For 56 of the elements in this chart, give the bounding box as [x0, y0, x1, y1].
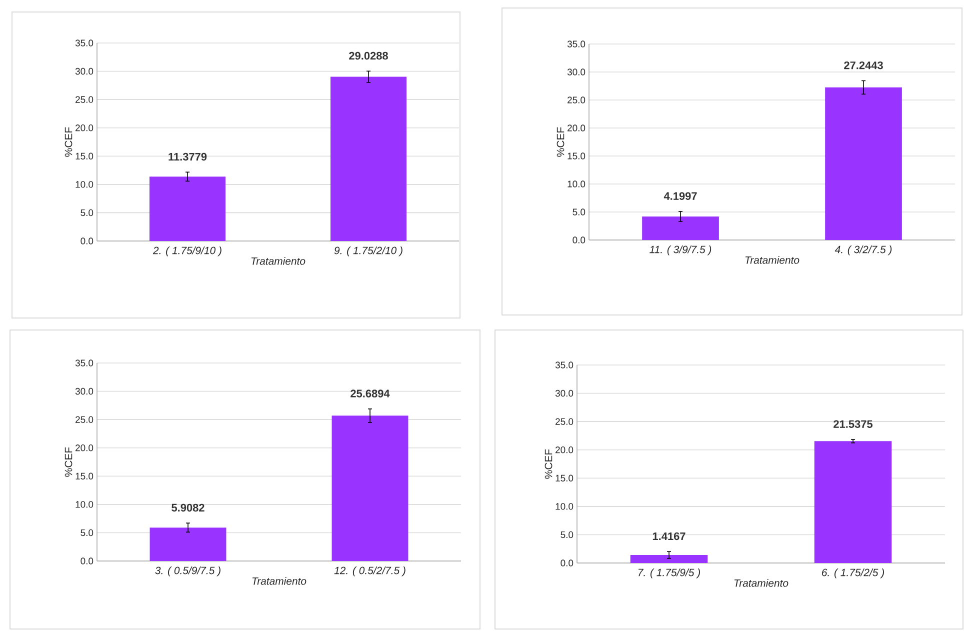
data-label: 29.0288 [349, 52, 388, 60]
y-tick-label: 5.0 [80, 529, 94, 536]
y-tick-label: 30.0 [75, 68, 94, 75]
x-tick-label: 11. ( 3/9/7.5 ) [650, 246, 712, 256]
y-axis-title: %CEF [64, 127, 72, 157]
x-tick-label: 9. ( 1.75/2/10 ) [334, 246, 402, 256]
y-tick-label: 15.0 [556, 474, 574, 482]
y-tick-label: 20.0 [76, 444, 94, 452]
x-tick-label: 2. ( 1.75/9/10 ) [152, 246, 222, 256]
y-axis-title: %CEF [544, 449, 552, 479]
y-tick-label: 30.0 [555, 390, 574, 397]
x-axis-title: Tratamiento [252, 577, 306, 585]
data-label: 1.4167 [652, 532, 686, 540]
y-tick-label: 10.0 [556, 503, 574, 510]
y-tick-label: 20.0 [76, 124, 94, 132]
y-tick-label: 35.0 [555, 362, 574, 368]
x-tick-label: 4. ( 3/2/7.5 ) [834, 246, 892, 256]
data-label: 21.5375 [834, 420, 872, 428]
y-axis-title: %CEF [64, 447, 72, 477]
data-label: 5.9082 [172, 504, 204, 512]
y-tick-label: 30.0 [75, 388, 94, 395]
y-tick-label: 20.0 [556, 446, 574, 454]
y-tick-label: 20.0 [568, 124, 586, 132]
y-tick-label: 0.0 [80, 558, 94, 564]
y-tick-label: 10.0 [76, 501, 94, 508]
data-label: 27.2443 [844, 61, 883, 70]
y-tick-label: 15.0 [76, 472, 94, 480]
y-axis-title: %CEF [556, 127, 564, 157]
y-tick-label: 25.0 [556, 418, 574, 425]
x-tick-label: 6. ( 1.75/2/5 ) [822, 568, 884, 578]
y-tick-label: 25.0 [568, 96, 586, 104]
y-tick-label: 0.0 [572, 236, 586, 244]
x-axis-title: Tratamiento [734, 579, 788, 587]
y-tick-label: 25.0 [76, 96, 94, 103]
y-tick-label: 25.0 [76, 416, 94, 423]
data-label: 25.6894 [350, 390, 390, 398]
y-tick-label: 35.0 [75, 40, 94, 46]
y-tick-label: 35.0 [75, 360, 94, 366]
x-tick-label: 3. ( 0.5/9/7.5 ) [155, 566, 220, 576]
y-tick-label: 15.0 [76, 152, 94, 160]
y-tick-label: 10.0 [568, 180, 586, 188]
y-tick-label: 5.0 [80, 209, 94, 216]
y-tick-label: 5.0 [572, 208, 586, 216]
data-label: 11.3779 [168, 152, 207, 161]
x-axis-title: Tratamiento [251, 257, 306, 265]
x-axis-title: Tratamiento [745, 256, 800, 264]
x-tick-label: 7. ( 1.75/9/5 ) [638, 568, 700, 578]
y-tick-label: 35.0 [567, 40, 586, 48]
y-tick-label: 0.0 [80, 238, 94, 244]
data-label: 4.1997 [664, 192, 697, 200]
y-tick-label: 5.0 [560, 531, 574, 538]
y-tick-label: 15.0 [568, 152, 586, 160]
y-tick-label: 0.0 [560, 560, 574, 566]
x-tick-label: 12. ( 0.5/2/7.5 ) [334, 566, 406, 576]
y-tick-label: 10.0 [76, 181, 94, 188]
y-tick-label: 30.0 [567, 68, 586, 76]
